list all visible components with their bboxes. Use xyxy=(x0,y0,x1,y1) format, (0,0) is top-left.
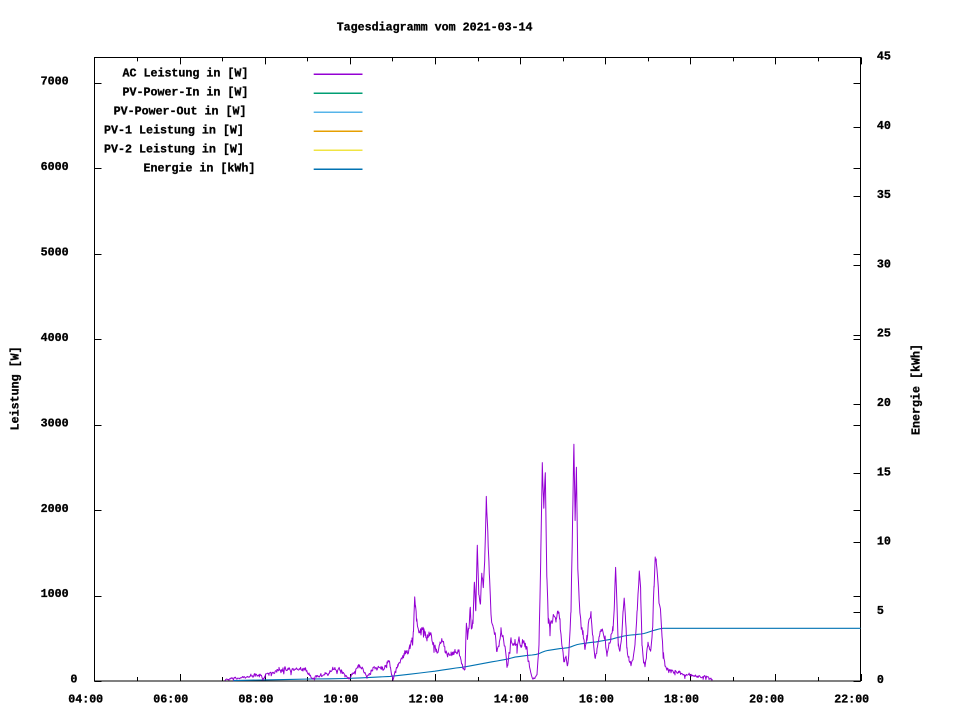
svg-text:PV-2 Leistung in [W]: PV-2 Leistung in [W] xyxy=(104,143,244,157)
svg-text:25: 25 xyxy=(877,327,891,341)
svg-text:12:00: 12:00 xyxy=(409,692,444,706)
svg-text:20: 20 xyxy=(877,396,891,410)
svg-text:30: 30 xyxy=(877,258,891,272)
svg-text:4000: 4000 xyxy=(41,331,69,345)
svg-text:0: 0 xyxy=(70,673,77,687)
svg-text:22:00: 22:00 xyxy=(834,692,869,706)
svg-text:Leistung [W]: Leistung [W] xyxy=(9,346,23,430)
svg-text:16:00: 16:00 xyxy=(579,692,614,706)
svg-text:40: 40 xyxy=(877,119,891,133)
svg-text:10:00: 10:00 xyxy=(324,692,359,706)
svg-text:15: 15 xyxy=(877,465,891,479)
svg-text:1000: 1000 xyxy=(41,587,69,601)
svg-text:20:00: 20:00 xyxy=(749,692,784,706)
svg-text:0: 0 xyxy=(877,673,884,687)
svg-text:PV-1 Leistung in [W]: PV-1 Leistung in [W] xyxy=(104,124,244,138)
svg-text:08:00: 08:00 xyxy=(238,692,273,706)
svg-text:10: 10 xyxy=(877,535,891,549)
svg-text:Energie [kWh]: Energie [kWh] xyxy=(910,344,924,435)
svg-text:Energie in [kWh]: Energie in [kWh] xyxy=(143,162,255,176)
svg-text:3000: 3000 xyxy=(41,416,69,430)
svg-text:2000: 2000 xyxy=(41,502,69,516)
svg-text:PV-Power-In in [W]: PV-Power-In in [W] xyxy=(122,86,248,100)
svg-text:5000: 5000 xyxy=(41,245,69,259)
svg-text:5: 5 xyxy=(877,604,884,618)
svg-text:PV-Power-Out in [W]: PV-Power-Out in [W] xyxy=(114,105,247,119)
svg-text:7000: 7000 xyxy=(41,74,69,88)
svg-text:6000: 6000 xyxy=(41,160,69,174)
svg-text:18:00: 18:00 xyxy=(664,692,699,706)
svg-text:04:00: 04:00 xyxy=(68,692,103,706)
svg-text:AC Leistung in [W]: AC Leistung in [W] xyxy=(122,67,248,81)
svg-text:35: 35 xyxy=(877,188,891,202)
svg-text:45: 45 xyxy=(877,50,891,64)
svg-text:14:00: 14:00 xyxy=(494,692,529,706)
svg-text:06:00: 06:00 xyxy=(153,692,188,706)
svg-text:Tagesdiagramm vom 2021-03-14: Tagesdiagramm vom 2021-03-14 xyxy=(337,20,533,34)
